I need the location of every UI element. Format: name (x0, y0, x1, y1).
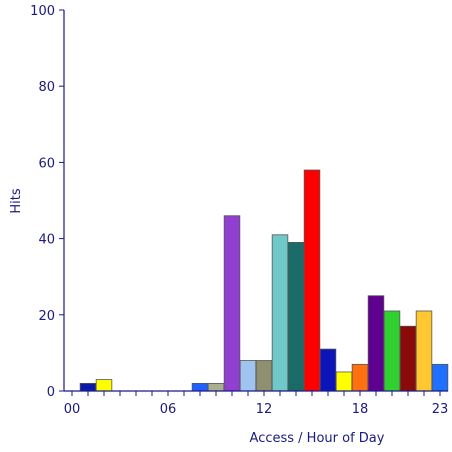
x-tick-label-06: 06 (160, 402, 177, 417)
y-tick-label: 80 (38, 80, 55, 95)
x-axis: 00 06 12 18 23 (64, 390, 449, 417)
y-tick-label: 20 (38, 309, 55, 324)
bar-hour-02 (95, 379, 113, 392)
bar-hour-13 (271, 234, 289, 392)
bar-hour-18 (351, 363, 369, 392)
y-tick-label: 100 (30, 4, 55, 19)
y-axis-title: Hits (9, 188, 24, 213)
bar-hour-19 (367, 295, 385, 392)
bar-hour-15 (303, 169, 321, 392)
x-tick-label-00: 00 (64, 402, 81, 417)
bar-hour-21 (399, 325, 417, 392)
x-tick-label-23: 23 (432, 402, 449, 417)
plot-area (79, 169, 449, 392)
bar-hour-12 (255, 360, 273, 392)
bar-hour-08 (191, 382, 209, 392)
y-tick-label: 40 (38, 233, 55, 248)
bar-hour-16 (319, 348, 337, 392)
y-axis: 0 20 40 60 80 100 (30, 4, 65, 400)
bar-hour-14 (287, 242, 305, 392)
bar-hour-17 (335, 371, 353, 392)
y-tick-label: 0 (47, 385, 55, 400)
bar-hour-22 (415, 310, 433, 392)
bar-hour-23 (431, 363, 449, 392)
y-tick-label: 60 (38, 156, 55, 171)
bar-hour-09 (207, 382, 225, 392)
bar-hour-20 (383, 310, 401, 392)
bar-hour-11 (239, 360, 257, 392)
x-tick-label-12: 12 (256, 402, 273, 417)
x-axis-title: Access / Hour of Day (250, 431, 385, 446)
bar-hour-10 (223, 215, 241, 392)
bar-hour-01 (79, 382, 97, 392)
x-tick-label-18: 18 (352, 402, 369, 417)
